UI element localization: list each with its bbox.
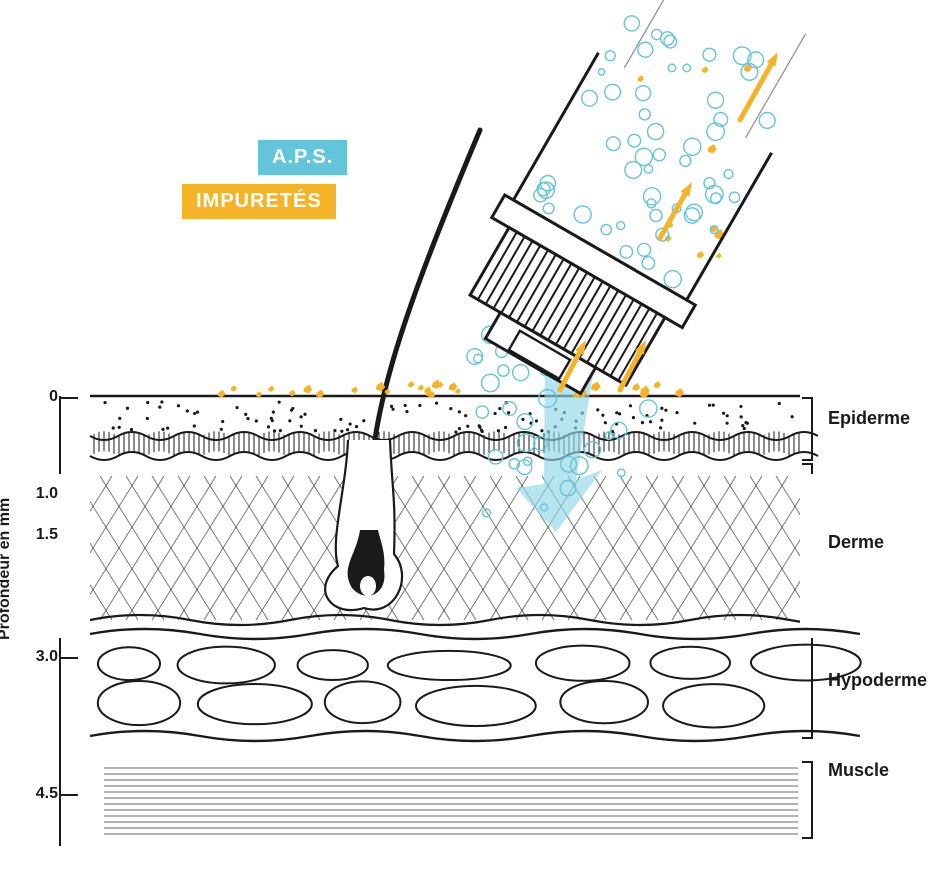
layer-label: Muscle (828, 760, 889, 781)
yaxis-title: Profondeur en mm (0, 498, 14, 640)
layer-label: Epiderme (828, 408, 910, 429)
yaxis-tick: 4.5 (8, 785, 58, 803)
layer-label: Hypoderme (828, 670, 927, 691)
layer-label: Derme (828, 532, 884, 553)
diagram-svg (0, 0, 950, 890)
yaxis-tick: 3.0 (8, 648, 58, 666)
yaxis-tick: 1.0 (8, 485, 58, 503)
tag-impuretes: IMPURETÉS (182, 184, 336, 219)
yaxis-tick: 1.5 (8, 526, 58, 544)
yaxis-tick: 0 (8, 388, 58, 406)
tag-aps: A.P.S. (258, 140, 347, 175)
